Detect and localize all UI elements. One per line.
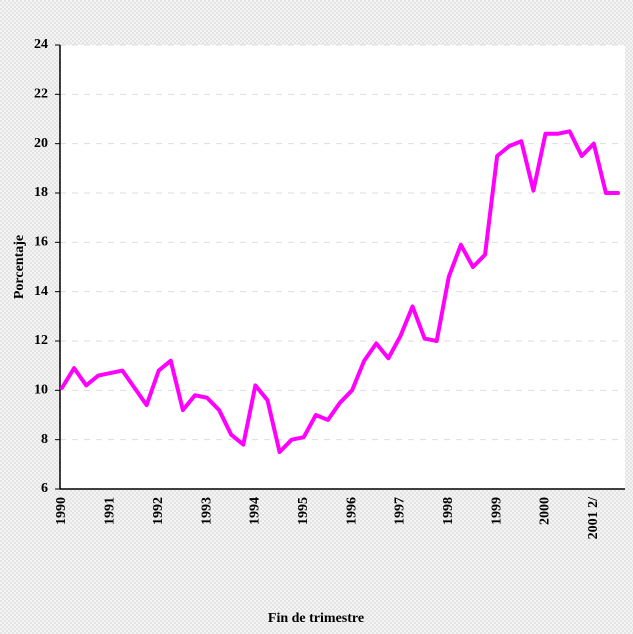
- x-tick-label: 1997: [393, 497, 408, 525]
- y-tick-label: 8: [41, 432, 48, 447]
- y-tick-label: 24: [34, 37, 48, 52]
- x-tick-label: 1995: [296, 497, 311, 525]
- y-tick-label: 10: [34, 383, 48, 398]
- y-tick-label: 14: [34, 284, 48, 299]
- y-tick-label: 22: [34, 87, 48, 102]
- x-tick-label: 1990: [54, 497, 69, 525]
- plot-area: [60, 45, 625, 489]
- x-tick-label: 1994: [248, 497, 263, 525]
- x-tick-label: 1996: [344, 497, 359, 525]
- y-tick-label: 20: [34, 136, 48, 151]
- y-axis-label: Porcentaje: [12, 235, 27, 299]
- x-tick-label: 1998: [441, 497, 456, 525]
- y-tick-label: 12: [34, 333, 48, 348]
- x-tick-label: 1991: [103, 497, 118, 525]
- y-tick-label: 18: [34, 185, 48, 200]
- x-tick-label: 1992: [151, 497, 166, 525]
- x-tick-label: 2001 2/: [586, 496, 601, 540]
- x-tick-label: 2000: [538, 497, 553, 525]
- x-axis-label: Fin de trimestre: [268, 611, 364, 626]
- x-tick-label: 1993: [199, 497, 214, 525]
- x-tick-label: 1999: [489, 497, 504, 525]
- line: [60, 129, 620, 454]
- y-tick-label: 6: [41, 481, 48, 496]
- y-tick-label: 16: [34, 235, 48, 250]
